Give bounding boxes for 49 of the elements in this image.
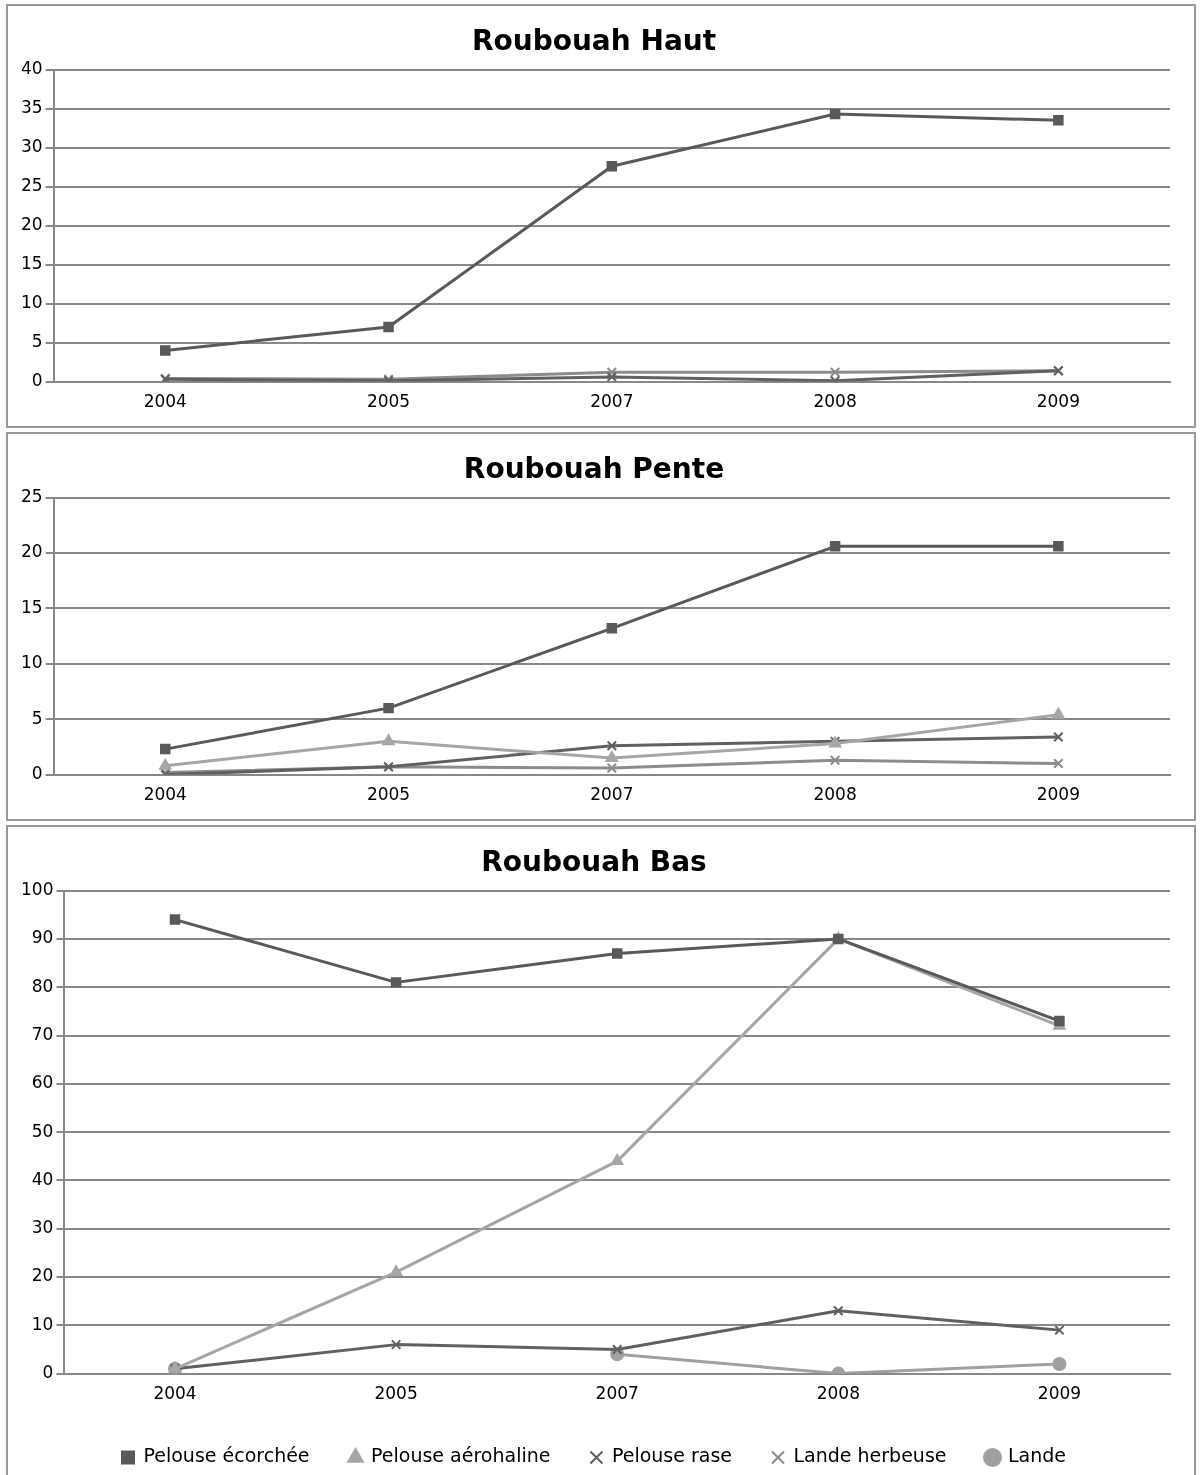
y-tick-label: 35 [20,97,43,118]
x-tick-label: 2008 [813,784,857,805]
x-tick-label: 2004 [143,784,187,805]
y-tick-label: 40 [20,58,43,79]
y-tick-label: 5 [31,707,43,728]
y-tick-label: 30 [31,1217,54,1238]
y-tick-label: 30 [20,136,43,157]
chart-title: Roubouah Bas [481,845,707,879]
legend-label: Lande [1007,1444,1067,1467]
x-tick-label: 2009 [1037,1383,1082,1404]
x-tick-label: 2007 [595,1383,639,1404]
y-tick-label: 0 [31,763,43,784]
y-tick-label: 25 [20,486,43,507]
y-tick-label: 60 [31,1072,54,1093]
x-tick-label: 2008 [813,391,857,412]
y-tick-label: 20 [20,214,43,235]
x-tick-label: 2004 [153,1383,197,1404]
y-tick-label: 20 [31,1265,54,1286]
x-tick-label: 2009 [1036,391,1080,412]
legend-label: Pelouse rase [611,1444,733,1467]
y-tick-label: 10 [31,1313,54,1334]
y-tick-label: 10 [20,652,43,673]
y-tick-label: 20 [20,541,43,562]
y-tick-label: 5 [31,331,43,352]
y-tick-label: 10 [20,292,43,313]
y-tick-label: 90 [31,927,54,948]
y-tick-label: 80 [31,975,54,996]
legend-label: Pelouse aérohaline [371,1444,551,1467]
y-tick-label: 70 [31,1023,54,1044]
x-tick-label: 2007 [590,784,634,805]
x-tick-label: 2007 [590,391,634,412]
y-tick-label: 0 [42,1362,54,1383]
y-tick-label: 15 [20,596,43,617]
x-tick-label: 2009 [1036,784,1080,805]
legend-label: Lande herbeuse [793,1444,947,1467]
y-tick-label: 25 [20,175,43,196]
y-tick-label: 15 [20,253,43,274]
y-tick-label: 0 [31,370,43,391]
y-tick-label: 40 [31,1168,54,1189]
x-tick-label: 2008 [816,1383,860,1404]
chart-title: Roubouah Pente [463,452,725,486]
chart-title: Roubouah Haut [471,24,717,58]
legend-label: Pelouse écorchée [143,1444,310,1467]
y-tick-label: 50 [31,1120,54,1141]
x-tick-label: 2004 [143,391,187,412]
y-tick-label: 100 [20,879,54,900]
x-tick-label: 2005 [366,391,411,412]
x-tick-label: 2005 [366,784,411,805]
x-tick-label: 2005 [374,1383,418,1404]
